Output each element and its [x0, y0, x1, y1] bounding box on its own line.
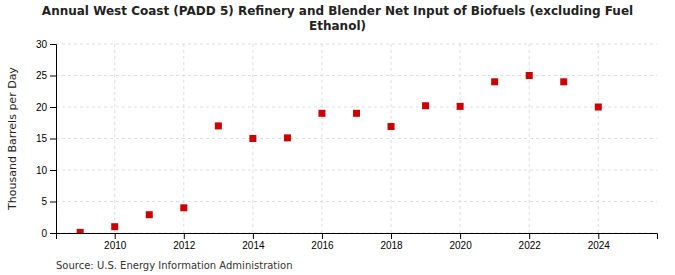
tick-mark: [50, 76, 56, 77]
point: [215, 122, 222, 129]
tick-label: 2018: [380, 240, 403, 251]
tick: 2016: [311, 233, 334, 251]
tick: 5: [41, 196, 56, 207]
tick-mark: [253, 233, 254, 239]
grid-line-y: [56, 75, 657, 76]
point: [146, 211, 153, 218]
tick: 20: [36, 102, 56, 113]
tick-label: 2024: [588, 240, 611, 251]
grid-line-x: [460, 44, 461, 233]
tick-label: 2020: [449, 240, 472, 251]
tick-mark: [50, 107, 56, 108]
tick-label: 25: [36, 70, 48, 81]
point: [526, 72, 533, 79]
tick-label: 5: [41, 196, 47, 207]
tick-mark: [460, 233, 461, 239]
tick: 2022: [519, 233, 542, 251]
points: [77, 72, 602, 233]
tick-label: 20: [36, 102, 48, 113]
grid-line-x: [391, 44, 392, 233]
grid-line-x: [598, 44, 599, 233]
tick: 2018: [380, 233, 403, 251]
tick: 2024: [588, 233, 611, 251]
tick-mark: [391, 233, 392, 239]
axis-line: [50, 45, 57, 234]
tick-label: 2012: [173, 240, 196, 251]
point: [77, 229, 84, 233]
grid-line-y: [56, 170, 657, 171]
tick-mark: [50, 202, 56, 203]
point: [353, 110, 360, 117]
tick: 30: [36, 39, 56, 50]
point: [595, 104, 602, 111]
tick-mark: [322, 233, 323, 239]
grid-line-y: [56, 107, 657, 108]
grid-line-x: [321, 44, 322, 233]
title: Annual West Coast (PADD 5) Refinery and …: [42, 4, 633, 33]
tick: 15: [36, 133, 56, 144]
tick: 25: [36, 70, 56, 81]
point: [422, 102, 429, 109]
tick-mark: [50, 44, 56, 45]
tick-mark: [115, 233, 116, 239]
grid: [56, 44, 657, 233]
grid-line-x: [114, 44, 115, 233]
tick-label: 30: [36, 39, 48, 50]
title-line: Ethanol): [309, 19, 366, 33]
tick: 2020: [449, 233, 472, 251]
y-axis-label: Thousand Barrels per Day: [6, 67, 19, 211]
axis-line: [57, 234, 658, 240]
grid-line-y: [56, 44, 657, 45]
tick-label: 2014: [242, 240, 265, 251]
y-axis: 0 5 10 15 20 25 30: [36, 39, 57, 239]
point: [284, 134, 291, 141]
chart: 2010 2012 2014 2016 2018 2020 2022 2024 0 5 10 15 20…: [0, 0, 675, 275]
tick-label: 2010: [104, 240, 127, 251]
title-line: Annual West Coast (PADD 5) Refinery and …: [42, 4, 633, 18]
tick-mark: [529, 233, 530, 239]
tick-mark: [50, 139, 56, 140]
tick-mark: [184, 233, 185, 239]
tick-mark: [598, 233, 599, 239]
point: [249, 135, 256, 142]
tick-label: 10: [36, 165, 48, 176]
point: [318, 110, 325, 117]
point: [180, 204, 187, 211]
tick: 2012: [173, 233, 196, 251]
point: [457, 103, 464, 110]
point: [560, 78, 567, 85]
tick: 2014: [242, 233, 265, 251]
tick: 0: [41, 228, 56, 239]
tick-mark: [50, 233, 56, 234]
point: [388, 123, 395, 130]
tick: 10: [36, 165, 56, 176]
tick-label: 2022: [519, 240, 542, 251]
tick: 2010: [104, 233, 127, 251]
tick-label: 2016: [311, 240, 334, 251]
tick-mark: [50, 170, 56, 171]
grid-line-y: [56, 201, 657, 202]
tick-label: 15: [36, 133, 48, 144]
plot: 2010 2012 2014 2016 2018 2020 2022 2024 0 5 10 15 20…: [36, 39, 658, 251]
point: [111, 223, 118, 230]
grid-line-y: [56, 138, 657, 139]
tick-label: 0: [41, 228, 47, 239]
point: [491, 78, 498, 85]
source: Source: U.S. Energy Information Administ…: [56, 260, 293, 271]
x-axis: 2010 2012 2014 2016 2018 2020 2022 2024: [57, 233, 658, 251]
